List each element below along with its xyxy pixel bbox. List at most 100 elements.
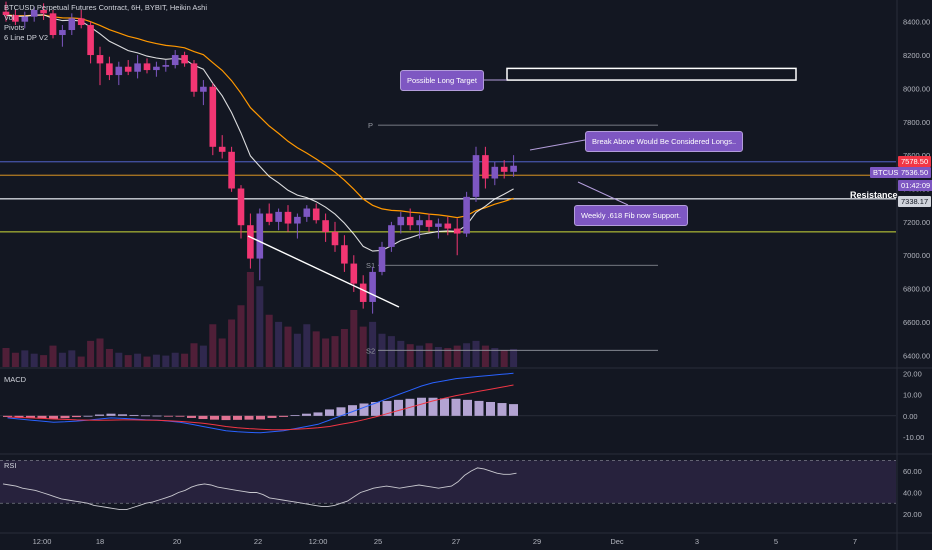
macd-histogram-bar (3, 415, 12, 417)
support-price-tag: 7338.17 (898, 196, 932, 207)
macd-histogram-bar (152, 415, 162, 417)
fib-support-callout[interactable]: Weekly .618 Fib now Support. (574, 205, 688, 226)
candle-body (425, 220, 433, 227)
candle-body (171, 55, 179, 66)
volume-bar (143, 356, 151, 367)
break-above-callout[interactable]: Break Above Would Be Considered Longs.. (585, 131, 744, 152)
candle-body (350, 263, 358, 284)
macd-histogram-bar (394, 399, 403, 416)
price-tick-label: 6400.00 (903, 351, 930, 360)
volume-bar (369, 321, 377, 367)
macd-histogram-bar (72, 415, 81, 418)
candle-body (312, 208, 320, 221)
rsi-band-fill (0, 460, 896, 504)
legend-indicator-pivots[interactable]: Pivots (4, 23, 25, 32)
macd-histogram-bar (486, 401, 495, 416)
pivot-s1-label: S1 (366, 261, 375, 270)
volume-bar (256, 286, 264, 367)
candle-body (378, 246, 386, 272)
candle-body (96, 55, 104, 64)
legend-indicator-6line[interactable]: 6 Line DP V2 (4, 33, 49, 42)
fib-support-connector (577, 181, 629, 206)
macd-histogram-bar (359, 403, 369, 416)
volume-bar (209, 324, 217, 367)
macd-tick-label: -10.00 (903, 433, 924, 442)
macd-histogram-bar (509, 404, 518, 416)
candle-body (416, 220, 423, 226)
volume-bar (124, 355, 132, 367)
candle-body (482, 155, 489, 179)
volume-bar (406, 344, 414, 367)
volume-bar (218, 338, 226, 367)
last-price-tag: 7536.50 (898, 167, 932, 178)
volume-bar (237, 305, 245, 367)
candle-body (218, 146, 226, 152)
macd-line (7, 372, 514, 434)
downtrend-line (247, 235, 400, 308)
long-target-callout[interactable]: Possible Long Target (400, 70, 484, 91)
candle-body (49, 13, 57, 36)
candle-body (190, 63, 198, 92)
volume-bar (87, 340, 95, 367)
volume-bar (171, 352, 179, 367)
legend-indicator-vol[interactable]: Vol (4, 13, 15, 22)
volume-bar (331, 336, 339, 367)
time-tick-label: 22 (254, 537, 262, 546)
volume-bar (416, 345, 424, 367)
candle-body (21, 16, 29, 22)
candle-body (87, 25, 94, 56)
volume-bar (510, 348, 518, 367)
price-tick-label: 7200.00 (903, 218, 930, 227)
macd-histogram-bar (187, 415, 196, 418)
volume-bar (491, 348, 499, 367)
candle-body (68, 18, 76, 31)
candle-body (472, 155, 480, 197)
macd-histogram-bar (141, 415, 150, 417)
macd-histogram-bar (256, 415, 265, 420)
volume-bar (246, 272, 254, 367)
macd-histogram-bar (210, 415, 219, 420)
volume-bar (30, 353, 38, 367)
price-tick-label: 7600.00 (903, 151, 930, 160)
volume-bar (500, 350, 508, 367)
volume-bar (312, 331, 320, 367)
candle-body (134, 63, 141, 72)
price-tick-label: 6600.00 (903, 318, 930, 327)
candle-body (59, 30, 66, 36)
time-tick-label: 12:00 (309, 537, 328, 546)
candle-body (256, 213, 264, 259)
candle-body (209, 86, 217, 147)
volume-bar (105, 348, 113, 367)
macd-tick-label: 20.00 (903, 369, 922, 378)
macd-histogram-bar (198, 415, 208, 420)
candle-body (341, 245, 348, 264)
macd-histogram-bar (175, 415, 185, 417)
volume-bar (359, 326, 367, 367)
time-tick-label: 5 (774, 537, 778, 546)
price-tick-label: 6800.00 (903, 285, 930, 294)
candle-body (162, 65, 170, 67)
volume-bar (397, 340, 405, 367)
macd-histogram-bar (221, 415, 231, 421)
volume-bar (434, 347, 442, 367)
macd-histogram-bar (440, 398, 449, 416)
macd-histogram-bar (371, 401, 380, 416)
candle-body (200, 86, 207, 92)
macd-histogram-bar (129, 414, 139, 416)
candle-body (359, 283, 367, 302)
candle-body (463, 196, 470, 234)
break-above-connector (529, 139, 586, 151)
time-tick-label: 12:00 (33, 537, 52, 546)
candle-body (265, 213, 273, 222)
candle-body (2, 11, 10, 16)
volume-bar (199, 345, 207, 367)
candle-body (406, 216, 414, 226)
time-tick-label: 29 (533, 537, 541, 546)
macd-histogram-bar (26, 415, 35, 418)
volume-bar (2, 348, 10, 367)
rsi-tick-label: 60.00 (903, 467, 922, 476)
volume-bar (444, 348, 452, 367)
candle-body (444, 223, 452, 229)
high-price-tag: 7578.50 (898, 156, 932, 167)
